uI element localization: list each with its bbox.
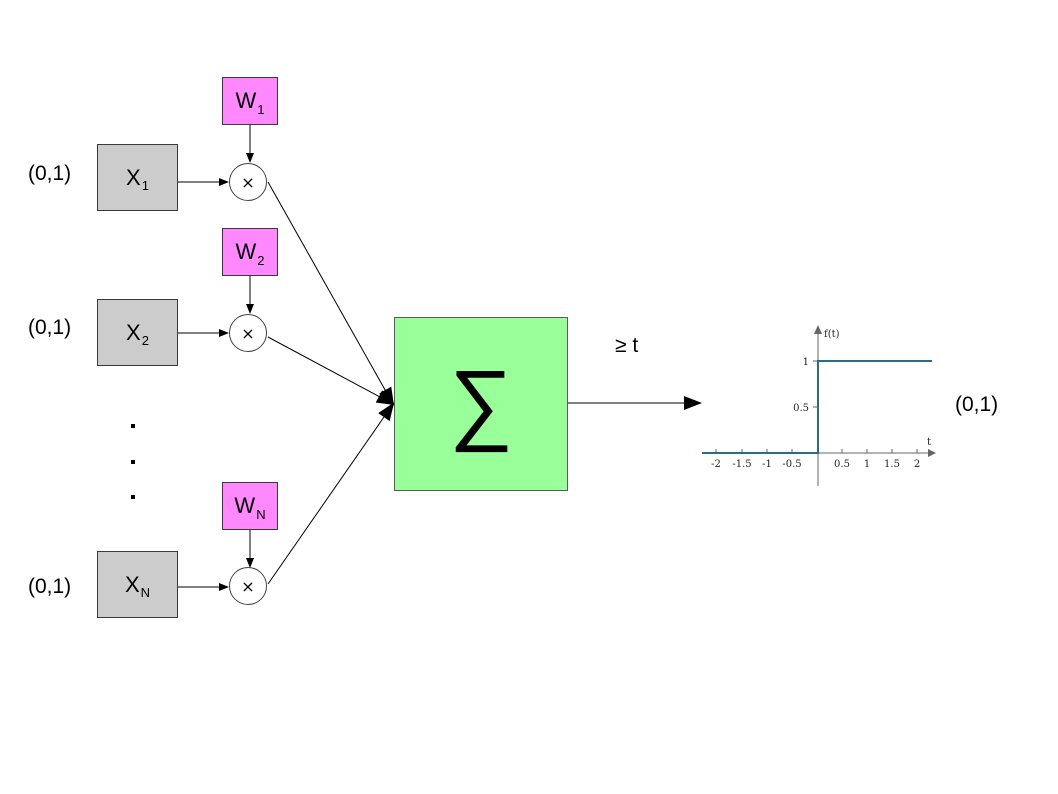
x-axis-label: t [927, 437, 931, 448]
input-range-label-1: (0,1) [28, 162, 72, 185]
y-axis-arrow [814, 325, 822, 334]
weight-subscript: N [256, 506, 266, 522]
x-tick-label: -1.5 [732, 459, 751, 470]
ellipsis-dot [131, 460, 135, 464]
x-tick-label: 1 [864, 459, 870, 470]
x-tick-label: -1 [762, 459, 772, 470]
mult1-to-sum-arrow [267, 181, 394, 406]
y-tick-label: 1 [803, 357, 809, 368]
input-letter: X [124, 571, 140, 597]
multiply-node-1: × [229, 163, 267, 201]
x-tick-label: 1.5 [884, 459, 900, 470]
input-range-label-2: (0,1) [28, 316, 72, 339]
x-tick-label: 2 [914, 459, 920, 470]
multiply-node-n: × [229, 567, 267, 605]
input-range-label-n: (0,1) [28, 575, 72, 598]
input-subscript: 1 [141, 178, 149, 193]
step-function-line [702, 360, 932, 454]
weight-letter: W [235, 88, 257, 113]
input-subscript: 2 [141, 333, 149, 348]
x-axis-arrow [928, 449, 936, 457]
step-function-plot: 1 0.5 -2 -1.5 -1 -0.5 0.5 1 1.5 2 f(t) t [702, 325, 936, 486]
x-tick-label: -2 [711, 459, 721, 470]
multiply-node-2: × [229, 314, 267, 352]
y-axis-label: f(t) [824, 329, 840, 340]
ellipsis-dot [131, 424, 135, 428]
multn-to-sum-arrow [267, 402, 395, 585]
weight-subscript: 1 [257, 101, 265, 117]
input-subscript: N [140, 585, 151, 600]
y-tick-label: 0.5 [793, 403, 809, 414]
input-letter: X [126, 319, 141, 345]
output-range-label: (0,1) [955, 393, 999, 416]
threshold-label: ≥ t [615, 334, 639, 357]
weight-letter: W [234, 493, 256, 518]
multiply-icon: × [241, 576, 255, 596]
input-letter: X [126, 164, 141, 190]
mult2-to-sum-arrow [267, 336, 395, 405]
x-tick-label: 0.5 [834, 459, 850, 470]
ellipsis-dot [131, 495, 135, 499]
weight-subscript: 2 [257, 252, 265, 268]
sigma-icon: ∑ [448, 349, 514, 455]
weight-letter: W [235, 239, 257, 264]
x-tick-label: -0.5 [782, 459, 801, 470]
multiply-icon: × [241, 172, 255, 192]
summation-box: ∑ [394, 317, 568, 491]
multiply-icon: × [241, 323, 255, 343]
